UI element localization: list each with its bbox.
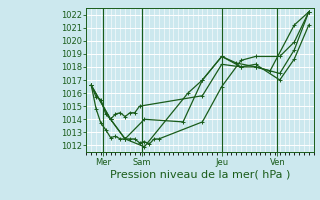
X-axis label: Pression niveau de la mer( hPa ): Pression niveau de la mer( hPa )	[110, 169, 290, 179]
